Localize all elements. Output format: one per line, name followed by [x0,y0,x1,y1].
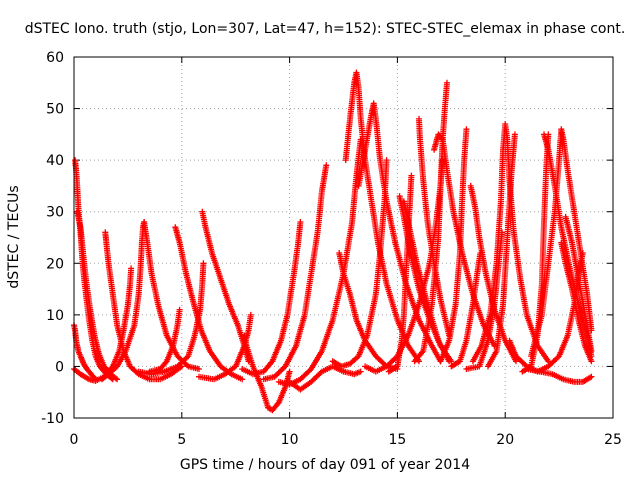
x-tick-label: 5 [177,432,186,448]
y-tick-label: -10 [41,411,64,427]
data-point-markers [102,229,185,383]
y-tick-label: 60 [46,50,64,66]
x-tick-label: 25 [604,432,622,448]
x-axis-label: GPS time / hours of day 091 of year 2014 [180,457,470,473]
data-point-markers [562,213,595,354]
y-tick-label: 40 [46,153,64,169]
data-point-markers [275,136,364,388]
series-33 [485,131,518,370]
series-28 [437,126,470,365]
series-18 [336,250,401,372]
y-tick-label: 10 [46,308,64,324]
chart-title: dSTEC Iono. truth (stjo, Lon=307, Lat=47… [25,21,626,37]
y-tick-label: 30 [46,205,64,221]
data-point-markers [99,219,148,383]
y-axis-ticks: -10 0 10 20 30 40 50 60 [41,50,613,427]
series-38 [558,239,595,365]
data-points [71,69,595,414]
series-29 [448,250,484,370]
series-14 [260,162,330,383]
data-point-markers [485,131,518,370]
data-point-markers [523,366,595,385]
data-point-markers [558,239,595,365]
series-39 [523,366,595,385]
plot-area-frame [73,56,614,419]
series-20 [355,100,444,365]
data-point-markers [528,126,595,360]
series-4 [102,229,185,383]
data-point-markers [239,219,304,378]
data-point-markers [355,100,444,365]
series-16 [286,363,364,393]
data-point-markers [260,162,330,383]
data-point-markers [437,126,470,365]
x-tick-label: 10 [281,432,299,448]
y-tick-label: 50 [46,102,64,118]
series-9 [135,260,207,378]
x-tick-label: 0 [70,432,79,448]
series-5 [99,219,148,383]
x-tick-label: 15 [388,432,406,448]
data-point-markers [74,208,121,383]
series-2 [74,208,121,383]
series-15 [275,136,364,388]
y-tick-label: 0 [55,359,64,375]
data-point-markers [448,250,484,370]
series-37 [528,126,595,360]
data-point-markers [336,250,401,372]
y-tick-label: 20 [46,256,64,272]
x-axis-ticks: 0 5 10 15 20 25 [70,57,622,448]
data-point-markers [135,260,207,378]
series-40 [562,213,595,354]
series-13 [239,219,304,378]
x-tick-label: 20 [496,432,514,448]
y-axis-label: dSTEC / TECUs [6,185,22,288]
data-point-markers [286,363,364,393]
